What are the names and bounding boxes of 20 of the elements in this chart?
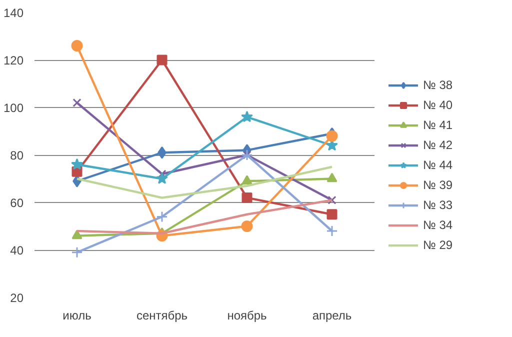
legend-label: № 39 (423, 178, 453, 192)
x-tick-label: июль (62, 308, 92, 322)
legend-label: № 42 (423, 138, 453, 152)
x-tick-label: сентябрь (136, 308, 188, 322)
y-tick-label: 40 (10, 244, 24, 258)
y-tick-label: 20 (10, 291, 24, 305)
x-tick-label: апрель (312, 308, 352, 322)
y-tick-label: 100 (3, 101, 24, 115)
legend-label: № 29 (423, 238, 453, 252)
y-tick-label: 140 (3, 6, 24, 20)
legend-label: № 33 (423, 198, 453, 212)
legend-label: № 40 (423, 98, 453, 112)
legend-label: № 38 (423, 78, 453, 92)
y-tick-label: 60 (10, 196, 24, 210)
x-tick-label: ноябрь (227, 308, 267, 322)
legend-label: № 44 (423, 158, 453, 172)
y-tick-label: 120 (3, 54, 24, 68)
legend-label: № 34 (423, 218, 453, 232)
y-tick-label: 80 (10, 148, 24, 162)
legend-label: № 41 (423, 118, 453, 132)
